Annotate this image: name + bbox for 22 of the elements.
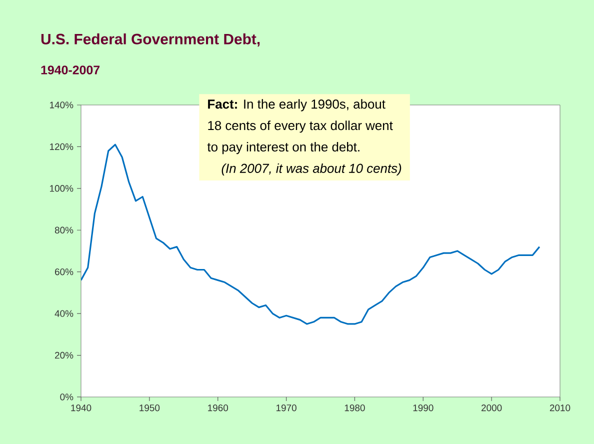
x-tick-label: 1950 xyxy=(140,404,160,412)
y-tick-label: 100% xyxy=(50,185,74,192)
y-tick-label: 20% xyxy=(55,352,74,359)
annotation: (In 2007, it was about 10 cents) xyxy=(222,163,402,176)
x-tick-label: 1970 xyxy=(276,404,296,412)
y-tick-label: 60% xyxy=(55,268,74,276)
x-tick-label: 1960 xyxy=(208,404,228,412)
x-tick-label: 1940 xyxy=(71,404,92,412)
y-tick-label: 40% xyxy=(54,310,74,317)
chart-title: U.S. Federal Government Debt, xyxy=(41,33,260,47)
chart-subtitle: 1940-2007 xyxy=(41,66,100,74)
y-tick-label: 120% xyxy=(50,143,74,150)
x-tick-label: 2000 xyxy=(482,404,502,412)
x-tick-label: 1990 xyxy=(413,404,434,412)
x-tick-label: 2010 xyxy=(550,404,570,412)
annotation: 18 cents of every tax dollar went xyxy=(208,120,393,133)
y-tick-label: 140% xyxy=(50,102,74,108)
x-tick-label: 1980 xyxy=(344,404,365,412)
y-tick-label: 80% xyxy=(54,226,74,234)
annotation: to pay interest on the debt. xyxy=(207,142,360,154)
annotation: Fact: In the early 1990s, about xyxy=(208,99,386,112)
y-tick-label: 0% xyxy=(60,394,74,400)
